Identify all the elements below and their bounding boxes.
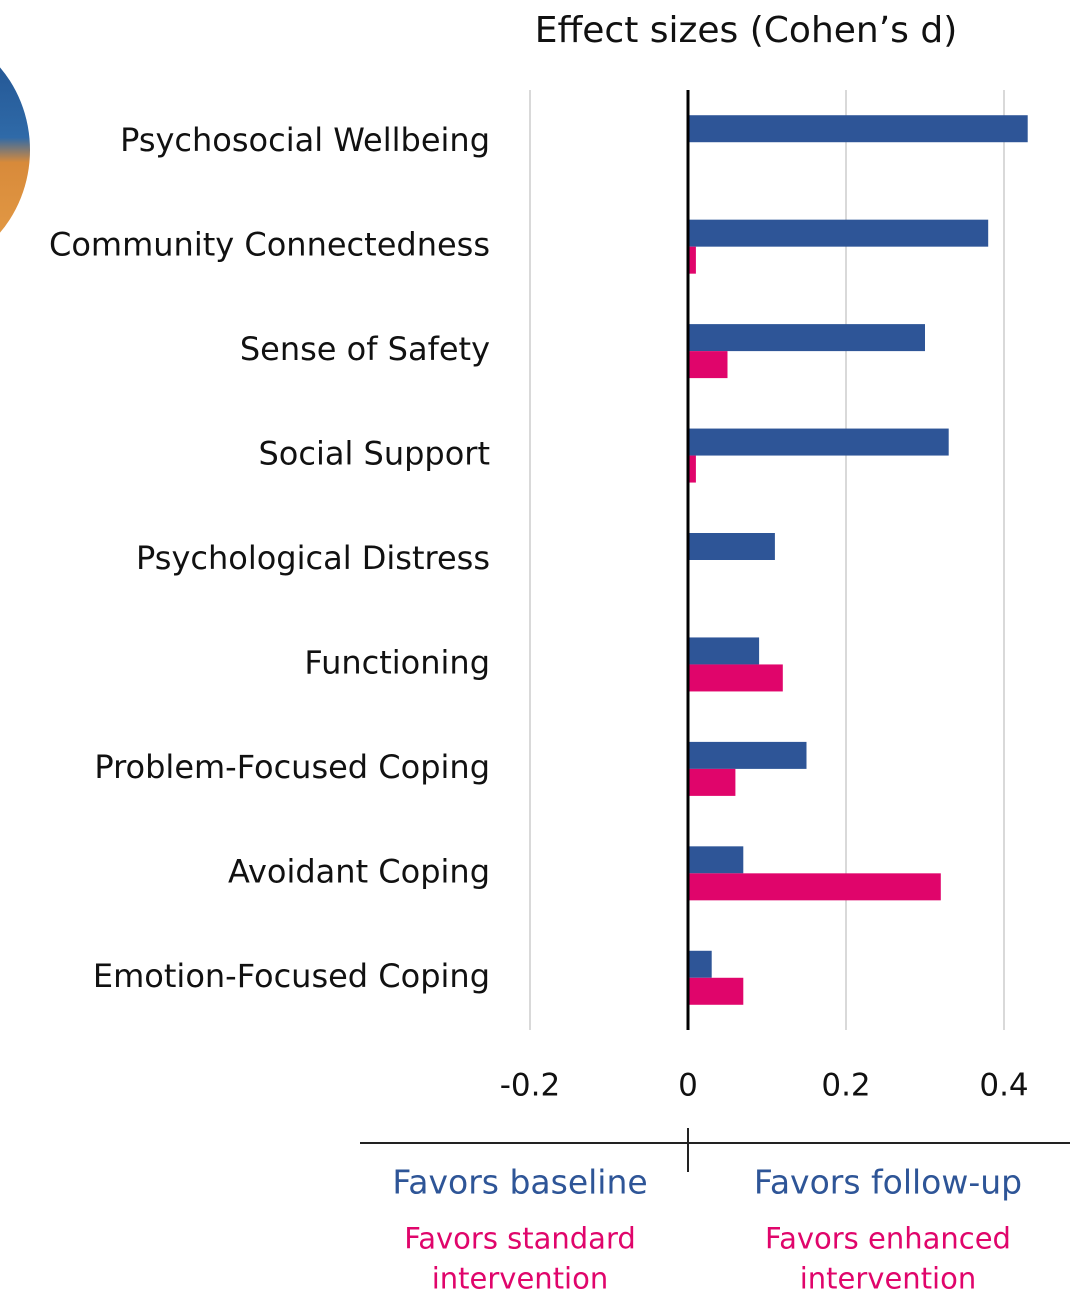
annotation: intervention xyxy=(800,1262,977,1296)
bar xyxy=(688,951,712,978)
y-tick-label: Avoidant Coping xyxy=(228,852,490,890)
page: Effect sizes (Cohen’s d) -0.2 0 0.2 0.4 Psyc… xyxy=(0,0,1076,1305)
x-tick-label: 0.4 xyxy=(979,1068,1028,1104)
photo xyxy=(0,25,30,275)
bar xyxy=(688,220,988,247)
bar xyxy=(688,115,1028,142)
x-tick-label: 0.2 xyxy=(821,1068,870,1104)
bar xyxy=(688,846,743,873)
chart: Effect sizes (Cohen’s d) -0.2 0 0.2 0.4 Psyc… xyxy=(0,0,1076,1305)
bar xyxy=(688,978,743,1005)
bar xyxy=(688,664,783,691)
annotation: Favors follow-up xyxy=(754,1163,1022,1202)
y-tick-label: Community Connectedness xyxy=(49,226,490,264)
y-tick-label: Problem-Focused Coping xyxy=(94,748,490,786)
y-tick-label: Sense of Safety xyxy=(240,330,490,368)
bar xyxy=(688,769,735,796)
bar xyxy=(688,351,728,378)
y-tick-label: Social Support xyxy=(258,435,490,473)
y-tick-label: Emotion-Focused Coping xyxy=(93,957,490,995)
y-tick-label: Psychological Distress xyxy=(136,539,490,577)
annotation: Favors enhanced xyxy=(765,1222,1011,1256)
bar xyxy=(688,429,949,456)
annotation: intervention xyxy=(432,1262,609,1296)
bar xyxy=(688,637,759,664)
x-tick-label: -0.2 xyxy=(500,1068,561,1104)
bar xyxy=(688,873,941,900)
bar xyxy=(688,533,775,560)
y-tick-label: Functioning xyxy=(304,643,490,681)
annotation: Favors baseline xyxy=(392,1163,647,1202)
annotation: Favors standard xyxy=(404,1222,636,1256)
bar xyxy=(688,324,925,351)
y-tick-label: Psychosocial Wellbeing xyxy=(120,121,490,159)
chart-title: Effect sizes (Cohen’s d) xyxy=(535,10,958,51)
bar xyxy=(688,742,807,769)
x-tick-label: 0 xyxy=(678,1068,698,1104)
